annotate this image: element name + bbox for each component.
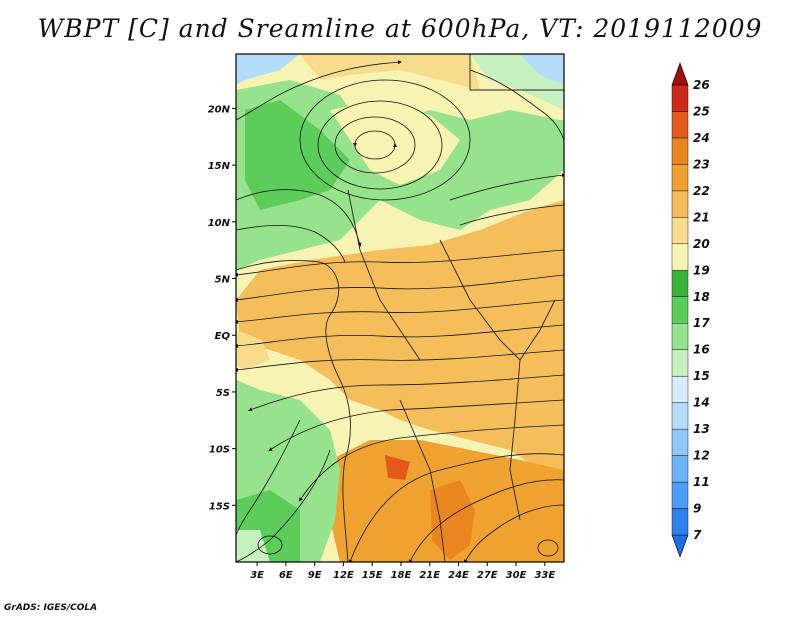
- colorbar-min-triangle: [671, 534, 689, 558]
- coastlines: [236, 54, 564, 562]
- lon-tick-label: 9E: [308, 570, 322, 581]
- colorbar-box: [671, 428, 689, 456]
- colorbar-label: 13: [693, 422, 710, 436]
- lon-tick-label: 18E: [391, 570, 412, 581]
- lon-tick-label: 27E: [477, 570, 498, 581]
- colorbar-label: 22: [693, 184, 710, 198]
- colorbar-box: [671, 164, 689, 192]
- colorbar-label: 24: [693, 131, 710, 145]
- colorbar-label: 11: [693, 475, 710, 489]
- colorbar-label: 25: [693, 104, 710, 118]
- colorbar-label: 9: [693, 502, 701, 516]
- colorbar-label: 16: [693, 343, 710, 357]
- colorbar-label: 21: [693, 210, 710, 224]
- map-frame: [235, 53, 565, 563]
- colorbar-label: 19: [693, 263, 710, 277]
- lon-tick-label: 30E: [506, 570, 527, 581]
- field-cool-corner: [236, 54, 300, 85]
- colorbar-box: [671, 323, 689, 350]
- colorbar-label: 26: [693, 78, 710, 92]
- colorbar-label: 15: [693, 369, 710, 383]
- colorbar-label: 20: [693, 237, 710, 251]
- field-hotspot-2: [385, 455, 410, 480]
- colorbar-box: [671, 375, 689, 403]
- colorbar-box: [671, 270, 689, 297]
- colorbar-box: [671, 243, 689, 271]
- lon-tick-label: 24E: [448, 570, 469, 581]
- chart-title: WBPT [C] and Sreamline at 600hPa, VT: 20…: [37, 14, 763, 43]
- lon-tick-label: 6E: [279, 570, 293, 581]
- field-north-yellow: [300, 54, 480, 90]
- colorbar-box: [671, 349, 689, 377]
- colorbar-label: 18: [693, 290, 710, 304]
- colorbar-box: [671, 217, 689, 245]
- lon-tick-label: 15E: [362, 570, 383, 581]
- streamlines: [236, 60, 564, 562]
- lon-tick-label: 33E: [534, 570, 555, 581]
- lat-tick-label: 15S: [209, 501, 230, 512]
- colorbar-box: [671, 481, 689, 509]
- colorbar-box: [671, 455, 689, 483]
- colorbar-label: 14: [693, 396, 710, 410]
- latitude-axis: 20N 15N 10N 5N EQ 5S 10S 15S: [208, 104, 236, 512]
- colorbar-box: [671, 84, 689, 112]
- colorbar-box: [671, 190, 689, 218]
- colorbar-label: 23: [693, 157, 710, 171]
- colorbar-label: 7: [693, 528, 702, 542]
- lat-tick-label: 15N: [208, 161, 231, 172]
- lat-tick-label: 5S: [216, 388, 230, 399]
- lat-tick-label: 10S: [209, 445, 230, 456]
- colorbar-box: [671, 402, 689, 430]
- lat-tick-label: 20N: [208, 104, 231, 115]
- field-ne-blue: [520, 54, 564, 85]
- footer-credit: GrADS: IGES/COLA: [4, 603, 98, 613]
- colorbar-box: [671, 296, 689, 324]
- colorbar-max-triangle: [671, 62, 689, 86]
- lon-tick-label: 21E: [419, 570, 440, 581]
- colorbar-label: 17: [693, 316, 710, 330]
- wbpt-field: [236, 54, 564, 562]
- lat-tick-label: 10N: [208, 218, 231, 229]
- lon-tick-label: 12E: [333, 570, 354, 581]
- lon-tick-label: 3E: [250, 570, 264, 581]
- field-orange-center: [236, 200, 564, 480]
- colorbar-label: 12: [693, 449, 710, 463]
- field-green-dark: [245, 100, 350, 210]
- field-w-yellow: [236, 330, 270, 370]
- lat-tick-label: EQ: [215, 331, 231, 342]
- lat-tick-label: 5N: [215, 275, 231, 286]
- colorbar-box: [671, 508, 689, 536]
- longitude-axis: 3E 6E 9E 12E 15E 18E 21E 24E 27E 30E 33E: [250, 562, 555, 581]
- colorbar-box: [671, 111, 689, 139]
- field-hotspot: [430, 480, 475, 560]
- colorbar-box: [671, 137, 689, 165]
- field-sw-light: [236, 530, 270, 562]
- colorbar: 7 9 11 12 13 14 15 16 17 18 19 20 21 22 23 24 25 26: [671, 62, 710, 558]
